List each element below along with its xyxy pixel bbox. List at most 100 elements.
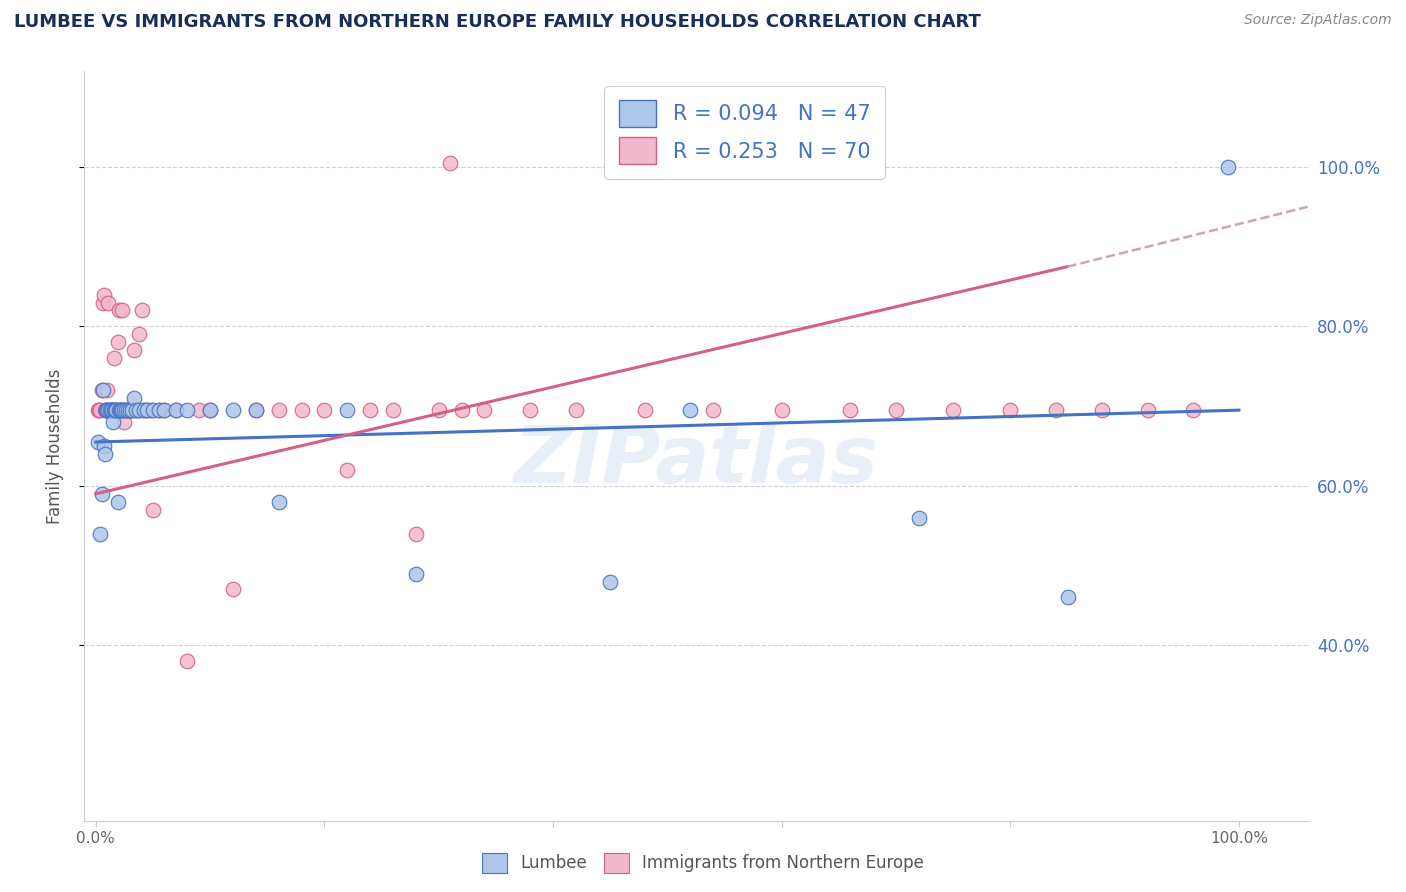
Point [519,403,541,417]
Point [148,403,170,417]
Point [115,403,138,417]
Point [222,582,245,597]
Point [474,403,496,417]
Point [110,403,132,417]
Point [89,403,111,417]
Point [100,403,122,417]
Point [679,403,702,417]
Text: ZIPatlas: ZIPatlas [513,422,879,500]
Point [87,435,110,450]
Point [90,487,112,501]
Point [104,403,127,417]
Point [142,502,165,516]
Legend: Lumbee, Immigrants from Northern Europe: Lumbee, Immigrants from Northern Europe [475,847,931,880]
Point [100,403,122,417]
Point [94,447,117,461]
Point [565,403,588,417]
Point [89,403,111,417]
Point [128,327,150,342]
Point [176,654,198,668]
Point [1000,403,1022,417]
Point [136,403,159,417]
Point [245,403,267,417]
Point [101,403,124,417]
Point [91,295,114,310]
Point [153,403,176,417]
Legend: R = 0.094   N = 47, R = 0.253   N = 70: R = 0.094 N = 47, R = 0.253 N = 70 [605,86,886,178]
Point [165,403,187,417]
Point [105,403,128,417]
Point [1136,403,1159,417]
Point [702,403,724,417]
Point [87,403,110,417]
Point [139,403,162,417]
Point [267,495,290,509]
Point [94,403,117,417]
Point [1216,160,1239,174]
Point [125,403,148,417]
Point [131,303,153,318]
Point [770,403,793,417]
Point [107,403,129,417]
Point [165,403,187,417]
Point [187,403,209,417]
Point [908,510,931,524]
Point [94,403,117,417]
Point [97,295,120,310]
Point [176,403,198,417]
Point [107,335,129,350]
Point [105,403,128,417]
Point [117,403,139,417]
Point [1182,403,1205,417]
Point [599,574,621,589]
Point [89,526,111,541]
Point [101,403,124,417]
Point [101,403,124,417]
Point [117,403,139,417]
Point [290,403,312,417]
Point [101,415,124,429]
Point [112,403,135,417]
Point [110,403,132,417]
Point [132,403,155,417]
Point [336,463,359,477]
Point [222,403,245,417]
Point [122,343,145,358]
Point [142,403,165,417]
Point [427,403,450,417]
Point [633,403,655,417]
Point [314,403,336,417]
Point [121,403,143,417]
Point [96,383,118,397]
Point [336,403,359,417]
Point [118,403,141,417]
Point [98,403,121,417]
Point [382,403,405,417]
Text: Source: ZipAtlas.com: Source: ZipAtlas.com [1244,13,1392,28]
Point [127,403,149,417]
Point [93,439,115,453]
Point [198,403,221,417]
Point [132,403,155,417]
Point [1091,403,1114,417]
Y-axis label: Family Households: Family Households [45,368,63,524]
Point [108,403,131,417]
Point [136,403,159,417]
Point [112,415,135,429]
Point [107,495,129,509]
Point [97,403,120,417]
Point [91,383,114,397]
Point [93,287,115,301]
Point [111,403,134,417]
Point [111,303,134,318]
Point [450,403,472,417]
Point [108,403,131,417]
Point [103,351,125,366]
Point [114,403,136,417]
Point [1056,591,1078,605]
Point [120,403,142,417]
Point [114,403,136,417]
Point [198,403,221,417]
Point [405,566,427,581]
Point [153,403,176,417]
